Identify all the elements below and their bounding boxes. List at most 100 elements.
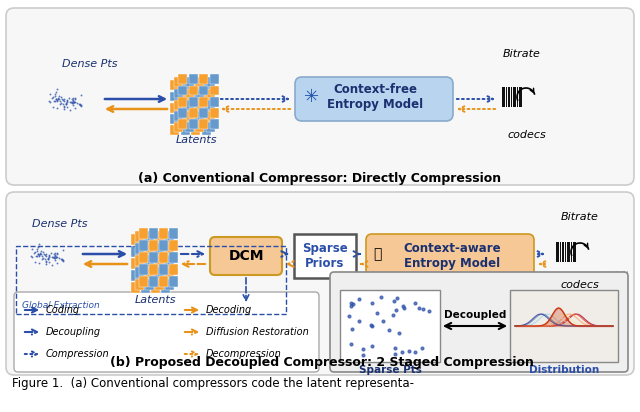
Bar: [510, 290, 618, 362]
Bar: [161, 283, 170, 293]
Point: [348, 300, 358, 307]
Point: [51, 253, 61, 260]
Text: Global Extraction: Global Extraction: [22, 301, 100, 310]
Bar: [139, 241, 148, 251]
Point: [58, 257, 68, 264]
FancyBboxPatch shape: [6, 192, 634, 375]
Point: [74, 101, 84, 108]
Bar: [189, 74, 198, 84]
Bar: [169, 241, 178, 251]
Bar: [205, 77, 215, 87]
Bar: [178, 119, 188, 129]
Bar: [135, 279, 144, 290]
Point: [30, 249, 40, 255]
Bar: [517, 87, 518, 107]
Point: [399, 305, 409, 311]
Point: [44, 253, 54, 259]
Point: [52, 254, 63, 261]
Point: [51, 89, 61, 95]
Point: [27, 245, 37, 252]
Text: Compression: Compression: [46, 349, 109, 359]
Bar: [145, 267, 154, 278]
Text: codecs: codecs: [508, 130, 547, 140]
Bar: [139, 276, 148, 287]
Point: [52, 251, 62, 258]
Point: [68, 97, 78, 104]
Bar: [178, 86, 188, 96]
Text: Bitrate: Bitrate: [503, 49, 541, 59]
Point: [47, 254, 58, 261]
Bar: [195, 77, 204, 87]
Point: [35, 249, 45, 256]
Text: Latents: Latents: [134, 295, 176, 305]
Point: [346, 341, 356, 347]
Bar: [161, 258, 170, 269]
Text: Sparse
Priors: Sparse Priors: [302, 242, 348, 270]
Bar: [205, 100, 215, 110]
Bar: [199, 108, 208, 118]
Point: [52, 250, 62, 257]
Bar: [506, 87, 507, 107]
Bar: [205, 111, 215, 121]
Point: [70, 99, 81, 106]
Text: Decoding: Decoding: [206, 305, 252, 315]
Bar: [178, 97, 188, 107]
Point: [44, 253, 54, 260]
Point: [72, 99, 82, 106]
Bar: [159, 241, 168, 251]
Point: [58, 258, 68, 265]
FancyBboxPatch shape: [295, 77, 453, 121]
Bar: [155, 279, 164, 290]
Point: [62, 97, 72, 103]
FancyBboxPatch shape: [14, 292, 319, 372]
Point: [410, 349, 420, 356]
Bar: [568, 242, 570, 262]
Bar: [165, 243, 174, 254]
Bar: [199, 119, 208, 129]
Point: [51, 255, 61, 262]
Point: [372, 309, 383, 316]
Point: [52, 105, 62, 111]
Bar: [184, 111, 194, 121]
Bar: [565, 242, 566, 262]
Bar: [199, 74, 208, 84]
Bar: [151, 246, 160, 257]
Point: [58, 101, 68, 108]
Point: [45, 90, 56, 97]
Bar: [199, 86, 208, 96]
Bar: [195, 89, 204, 98]
Bar: [139, 228, 148, 239]
Point: [58, 97, 68, 103]
Bar: [184, 100, 194, 110]
Point: [344, 313, 355, 320]
Bar: [135, 267, 144, 278]
Point: [376, 294, 386, 300]
Bar: [180, 91, 189, 101]
Point: [43, 255, 53, 262]
Bar: [165, 255, 174, 266]
Bar: [145, 243, 154, 254]
Bar: [170, 91, 179, 101]
Point: [367, 323, 378, 330]
Point: [36, 247, 47, 254]
Point: [76, 102, 86, 108]
Bar: [16, 246, 286, 314]
Point: [49, 255, 59, 262]
Point: [53, 96, 63, 102]
Bar: [159, 276, 168, 287]
Point: [398, 303, 408, 309]
Point: [58, 246, 68, 253]
Point: [394, 329, 404, 336]
Point: [41, 259, 51, 265]
Point: [61, 100, 71, 106]
Point: [67, 100, 77, 107]
Bar: [131, 234, 140, 245]
Text: Context-aware
Entropy Model: Context-aware Entropy Model: [403, 242, 501, 270]
Point: [68, 98, 78, 105]
Point: [44, 98, 54, 104]
Point: [36, 251, 47, 258]
Point: [76, 103, 86, 110]
Bar: [195, 111, 204, 121]
Point: [32, 247, 42, 254]
Point: [33, 260, 44, 266]
